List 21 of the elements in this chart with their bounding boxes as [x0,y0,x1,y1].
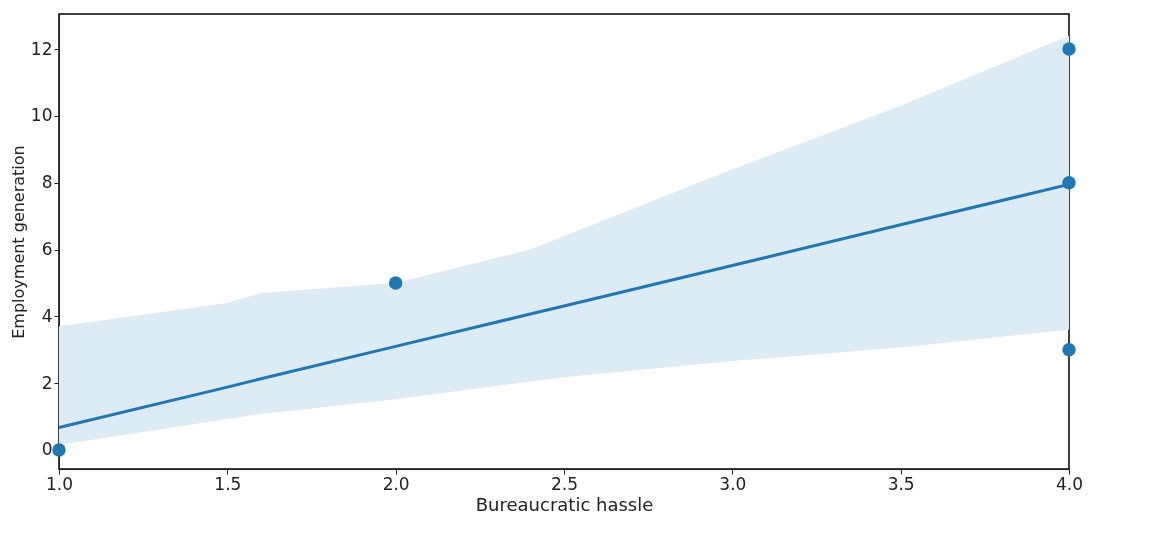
x-tick-label: 2.5 [550,473,579,494]
y-tick-label: 8 [41,172,53,193]
x-tick-label: 1.0 [45,473,74,494]
x-tick-label: 2.0 [382,473,410,494]
point [1062,343,1076,357]
x-axis-title: Bureaucratic hassle [475,493,654,515]
y-tick-label: 4 [41,305,53,326]
y-tick-label: 0 [41,439,53,460]
x-tick-label: 1.5 [214,473,242,494]
point [1062,42,1076,56]
y-axis-title: Employment generation [8,145,28,339]
point [388,276,403,290]
point [1062,176,1076,190]
x-tick-label: 4.0 [1055,473,1084,494]
y-tick-label: 2 [41,372,53,393]
y-tick-label: 6 [41,239,53,260]
x-tick-label: 3.0 [719,473,747,494]
y-tick-label: 12 [30,38,53,59]
y-tick-label: 10 [30,105,53,126]
x-tick-label: 3.5 [887,473,915,494]
point [52,443,66,457]
